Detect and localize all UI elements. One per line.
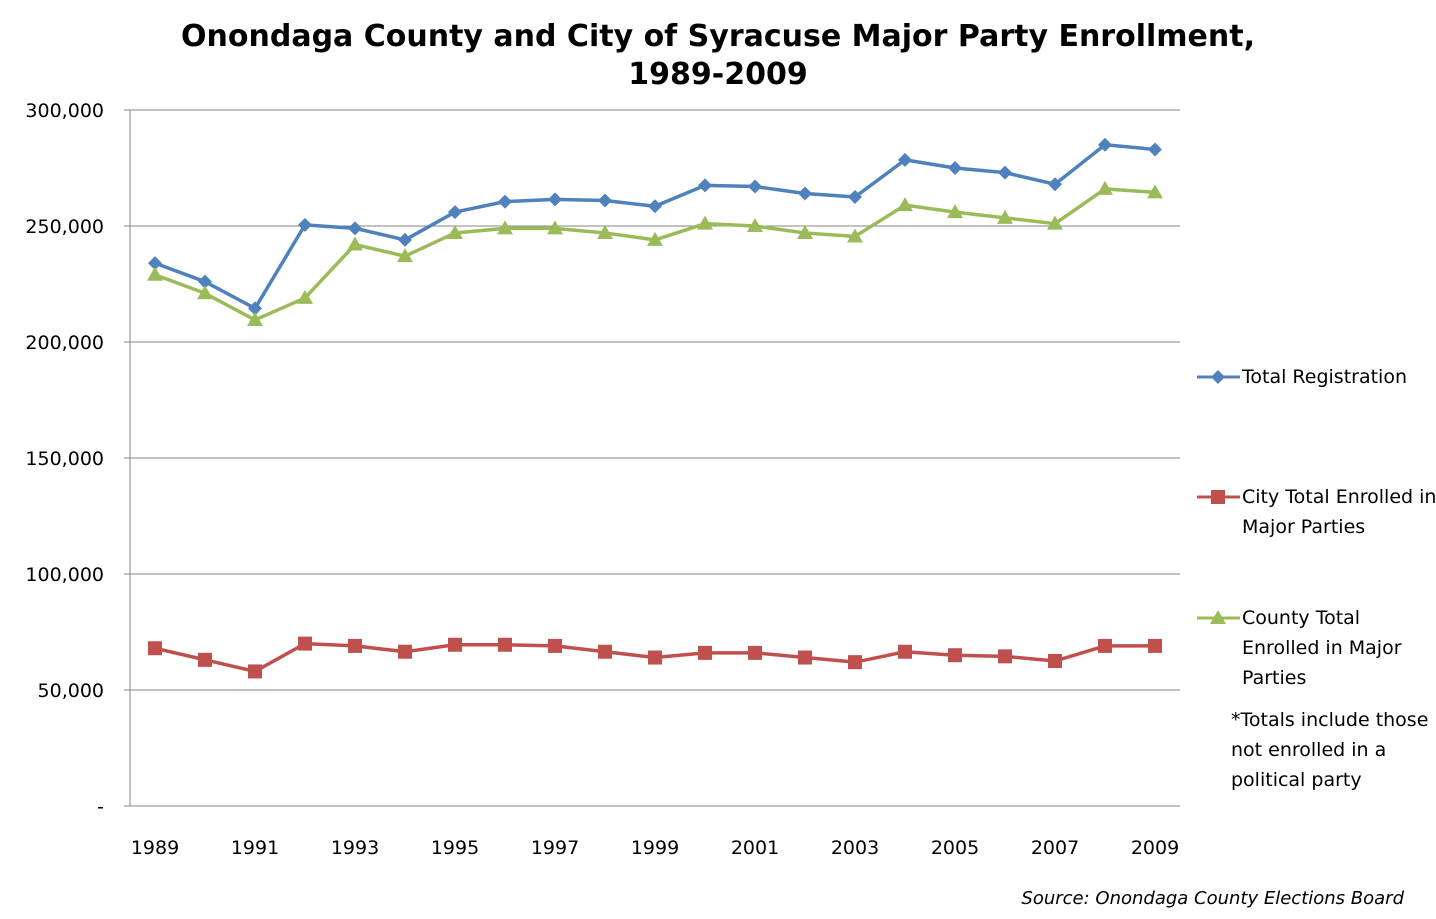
data-point-triangle — [697, 215, 713, 230]
legend-swatch-total-registration — [1197, 370, 1240, 384]
data-point-triangle — [1097, 180, 1113, 195]
data-point-diamond — [648, 199, 662, 214]
y-tick-label: 50,000 — [38, 680, 104, 702]
data-point-square — [898, 644, 912, 659]
axes: - 50,000 100,000 150,000 200,000 250,000 300,0… — [25, 100, 1180, 859]
x-tick-label: 1991 — [231, 837, 279, 859]
data-point-square — [848, 655, 862, 670]
data-point-square — [1048, 654, 1062, 668]
data-point-diamond — [198, 274, 212, 289]
legend-label-county-total: County Total Enrolled in Major Parties — [1242, 607, 1402, 689]
data-point-triangle — [447, 224, 463, 239]
data-point-diamond — [898, 152, 912, 167]
data-point-triangle — [647, 231, 663, 246]
data-point-square — [348, 638, 362, 653]
data-point-diamond — [548, 192, 562, 207]
data-point-triangle — [847, 228, 863, 243]
data-point-diamond — [348, 221, 362, 236]
data-point-square — [498, 637, 512, 652]
x-tick-label: 1999 — [631, 837, 679, 859]
data-point-square — [1148, 638, 1162, 653]
data-point-diamond — [1048, 177, 1062, 192]
data-point-triangle — [547, 220, 563, 235]
data-point-triangle — [497, 220, 513, 235]
data-point-diamond — [1148, 142, 1162, 157]
data-point-diamond — [748, 179, 762, 194]
data-point-triangle — [997, 209, 1013, 224]
data-point-triangle — [947, 204, 963, 219]
x-tick-label: 1989 — [131, 837, 179, 859]
y-tick-label: 100,000 — [25, 564, 104, 586]
data-point-triangle — [1047, 215, 1063, 230]
series-lines — [147, 137, 1163, 679]
data-point-square — [548, 638, 562, 653]
chart-title-line2: 1989-2009 — [628, 57, 808, 92]
y-tick-label: 250,000 — [25, 216, 104, 238]
data-point-square — [998, 649, 1012, 664]
data-point-square — [798, 650, 812, 665]
data-point-square — [948, 648, 962, 663]
data-point-diamond — [598, 193, 612, 208]
data-point-diamond — [698, 178, 712, 193]
data-point-triangle — [347, 236, 363, 251]
data-point-diamond — [998, 165, 1012, 180]
data-point-diamond — [298, 217, 312, 232]
y-tick-label: 150,000 — [25, 448, 104, 470]
legend-label-total-registration: Total Registration — [1242, 366, 1407, 388]
data-point-triangle — [1147, 184, 1163, 199]
data-point-square — [748, 645, 762, 660]
source-note: Source: Onondaga County Elections Board — [1021, 888, 1404, 909]
data-point-diamond — [398, 232, 412, 247]
x-tick-label: 1997 — [531, 837, 579, 859]
chart-title-line1: Onondaga County and City of Syracuse Maj… — [181, 19, 1255, 54]
data-point-square — [298, 636, 312, 651]
data-point-diamond — [448, 205, 462, 220]
legend-label-city-total: City Total Enrolled in Major Parties — [1242, 486, 1436, 538]
data-point-diamond — [798, 186, 812, 201]
data-point-triangle — [147, 266, 163, 281]
legend-swatch-city-total — [1197, 490, 1240, 504]
data-point-triangle — [797, 224, 813, 239]
data-point-triangle — [297, 289, 313, 304]
data-point-diamond — [948, 161, 962, 175]
x-tick-label: 2009 — [1131, 837, 1179, 859]
x-tick-label: 2007 — [1031, 837, 1079, 859]
chart-title: Onondaga County and City of Syracuse Maj… — [0, 18, 1436, 94]
data-point-square — [148, 641, 162, 656]
x-tick-label: 2003 — [831, 837, 879, 859]
data-point-square — [248, 664, 262, 679]
data-point-diamond — [848, 190, 862, 204]
data-point-triangle — [197, 285, 213, 300]
x-tick-label: 1993 — [331, 837, 379, 859]
data-point-square — [398, 644, 412, 659]
x-tick-label: 2001 — [731, 837, 779, 859]
data-point-triangle — [747, 218, 763, 232]
data-point-diamond — [1098, 137, 1112, 152]
data-point-square — [648, 650, 662, 665]
data-point-square — [198, 652, 212, 667]
data-point-triangle — [897, 197, 913, 212]
x-tick-label: 1995 — [431, 837, 479, 859]
chart-footnote: *Totals include those not enrolled in a … — [1231, 709, 1429, 791]
data-point-triangle — [397, 248, 413, 263]
gridlines — [130, 109, 1180, 691]
y-tick-label: 200,000 — [25, 332, 104, 354]
y-tick-label: - — [97, 796, 104, 818]
data-point-diamond — [498, 194, 512, 209]
data-point-square — [1098, 638, 1112, 653]
legend-swatch-county-total — [1197, 610, 1240, 624]
data-point-diamond — [148, 256, 162, 271]
data-point-diamond — [248, 301, 262, 316]
data-point-triangle — [597, 224, 613, 239]
data-point-square — [598, 644, 612, 659]
y-tick-label: 300,000 — [25, 100, 104, 122]
data-point-triangle — [247, 311, 263, 326]
data-point-square — [698, 645, 712, 660]
data-point-square — [448, 637, 462, 652]
x-tick-label: 2005 — [931, 837, 979, 859]
